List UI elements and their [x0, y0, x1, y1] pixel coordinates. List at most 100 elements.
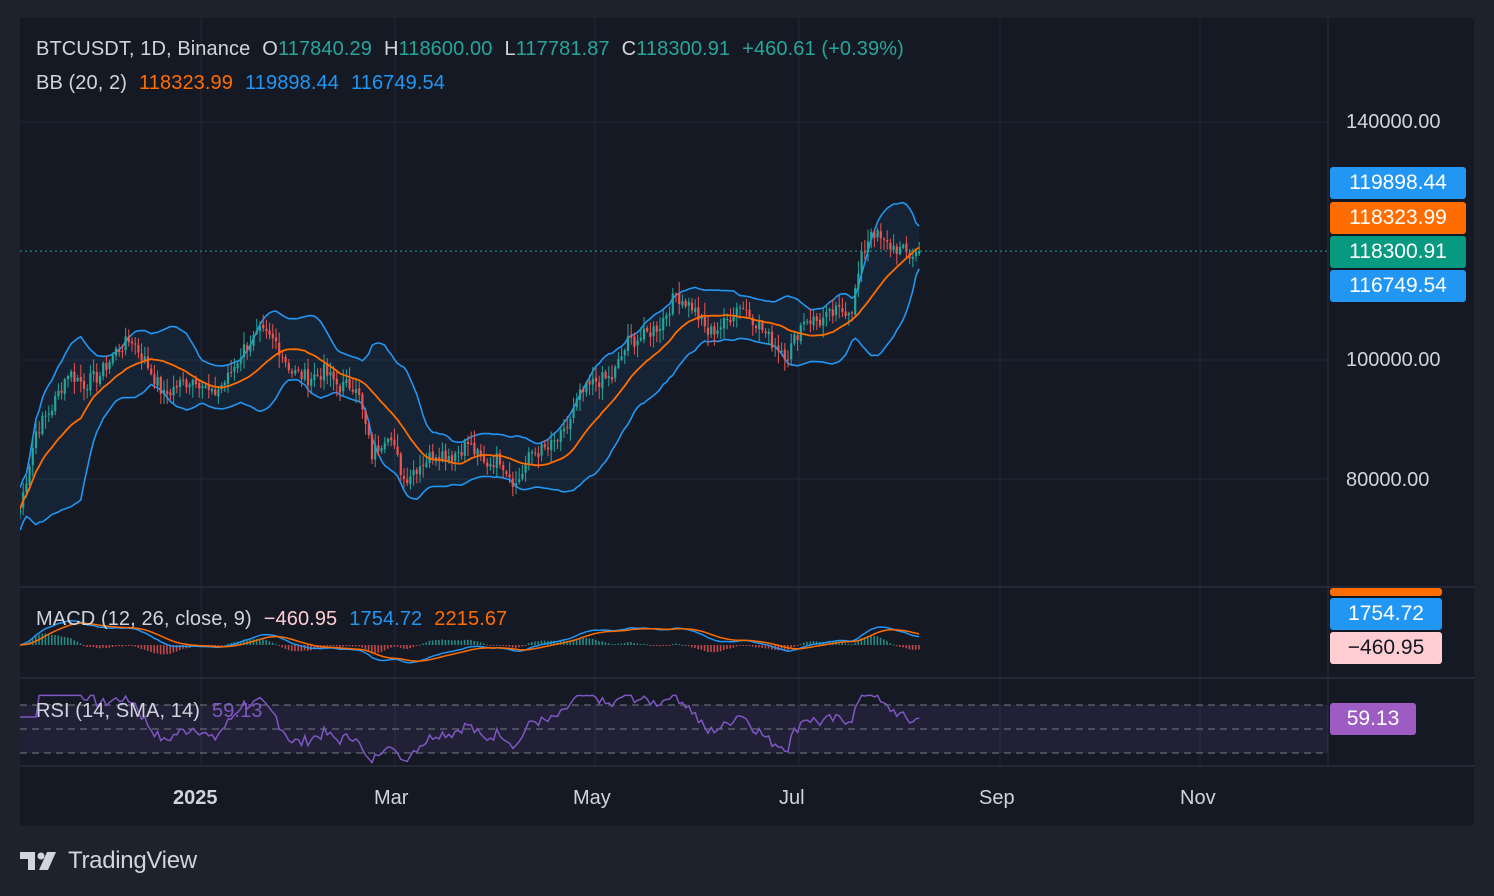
candle-body-224	[735, 307, 738, 317]
candle-body-156	[518, 479, 521, 482]
candle-body-65	[226, 372, 230, 384]
candle-body-237	[777, 345, 780, 352]
macd-hist-bar-219	[719, 645, 722, 652]
candle-body-32	[121, 351, 124, 353]
macd-signal-price-tab	[1330, 588, 1442, 596]
macd-hist-bar-23	[92, 645, 95, 647]
candle-body-31	[118, 349, 121, 353]
macd-hist-bar-100	[339, 645, 341, 648]
candle-body-90	[306, 369, 310, 386]
candle-body-221	[726, 319, 729, 321]
macd-hist-bar-82	[281, 645, 283, 648]
macd-hist-bar-272	[889, 643, 891, 645]
macd-hist-bar-161	[534, 641, 536, 645]
candle-body-66	[230, 372, 233, 374]
chart-panel[interactable]: BTCUSDT, 1D, Binance O117840.29 H118600.00…	[20, 18, 1474, 826]
candle-body-10	[50, 410, 54, 416]
candle-body-95	[322, 364, 326, 381]
macd-hist-bar-146	[486, 644, 488, 646]
macd-hist-bar-30	[115, 645, 117, 647]
candle-body-38	[140, 353, 143, 361]
candle-body-179	[591, 378, 594, 385]
macd-hist-bar-134	[447, 639, 450, 645]
macd-hist-bar-191	[630, 642, 632, 645]
macd-hist-bar-228	[748, 645, 751, 646]
x-tick-nov: Nov	[1180, 787, 1216, 809]
macd-hist-bar-39	[143, 645, 146, 650]
ohlc-legend: BTCUSDT, 1D, Binance O117840.29 H118600.00…	[36, 38, 904, 61]
macd-hist-bar-87	[297, 645, 299, 652]
macd-hist-bar-175	[579, 637, 581, 645]
macd-hist-bar-115	[387, 645, 389, 649]
candle-body-126	[422, 464, 425, 466]
candle-body-241	[790, 343, 793, 360]
macd-hist-bar-45	[163, 645, 165, 655]
rsi-legend-label[interactable]: RSI (14, SMA, 14)	[36, 700, 200, 722]
macd-hist-bar-3	[28, 640, 31, 645]
macd-legend-hist: −460.95	[263, 608, 338, 630]
candle-body-231	[758, 321, 761, 330]
macd-hist-bar-78	[268, 641, 271, 645]
macd-hist-bar-150	[499, 645, 501, 646]
macd-hist-price-label: −460.95	[1330, 632, 1442, 664]
candle-body-104	[351, 389, 354, 392]
bb-lower-line	[20, 268, 920, 531]
bb-legend-label[interactable]: BB (20, 2)	[36, 72, 128, 94]
macd-hist-bar-137	[457, 640, 459, 645]
candle-body-235	[770, 331, 774, 349]
macd-hist-bar-117	[393, 645, 395, 647]
macd-hist-bar-264	[863, 637, 866, 645]
macd-hist-bar-84	[287, 645, 290, 651]
candle-body-240	[786, 359, 790, 361]
macd-hist-bar-186	[614, 644, 616, 646]
candle-body-251	[822, 317, 825, 326]
macd-hist-bar-73	[252, 639, 255, 645]
y-tick-140000: 140000.00	[1346, 111, 1441, 133]
macd-hist-bar-123	[412, 645, 415, 647]
legend-symbol[interactable]: BTCUSDT, 1D, Binance	[36, 38, 251, 60]
candle-body-127	[425, 462, 428, 467]
macd-hist-bar-246	[806, 641, 808, 645]
macd-legend-label[interactable]: MACD (12, 26, close, 9)	[36, 608, 252, 630]
candle-body-223	[732, 317, 735, 322]
candle-body-259	[847, 313, 850, 316]
x-tick-2025: 2025	[173, 787, 218, 809]
candle-body-0	[20, 508, 22, 514]
macd-hist-bar-164	[543, 640, 546, 645]
macd-hist-bar-14	[63, 636, 66, 645]
macd-hist-bar-158	[524, 644, 527, 646]
macd-hist-bar-159	[527, 643, 530, 645]
candle-body-239	[783, 349, 786, 359]
rsi-price-label: 59.13	[1330, 703, 1416, 735]
macd-hist-bar-218	[716, 645, 719, 652]
macd-hist-bar-256	[838, 641, 840, 645]
macd-signal-line	[20, 622, 920, 662]
candle-body-73	[252, 335, 255, 347]
bb-upper-line	[20, 201, 920, 488]
candle-body-76	[262, 324, 265, 329]
macd-hist-bar-224	[735, 645, 738, 647]
candle-body-169	[559, 430, 562, 443]
candle-body-92	[313, 374, 316, 380]
candle-body-273	[892, 245, 895, 251]
macd-hist-bar-229	[751, 645, 754, 647]
candle-body-151	[502, 465, 505, 471]
macd-hist-bar-232	[761, 645, 763, 648]
candle-body-29	[111, 355, 114, 364]
candle-body-110	[370, 434, 374, 460]
macd-hist-bar-121	[406, 645, 408, 649]
y-tick-100000: 100000.00	[1346, 349, 1441, 371]
macd-hist-bar-184	[607, 643, 610, 645]
chart-canvas[interactable]	[20, 18, 1474, 826]
candle-body-193	[636, 340, 639, 346]
tradingview-logo[interactable]: TradingView	[20, 846, 197, 876]
macd-hist-bar-4	[31, 637, 34, 645]
candle-body-28	[108, 361, 111, 369]
macd-hist-bar-270	[883, 639, 885, 645]
macd-hist-bar-7	[41, 633, 43, 645]
macd-hist-bar-79	[271, 642, 274, 645]
macd-hist-bar-133	[444, 639, 447, 645]
macd-hist-bar-47	[169, 645, 171, 654]
candle-body-58	[204, 385, 207, 388]
macd-hist-bar-223	[732, 645, 735, 648]
